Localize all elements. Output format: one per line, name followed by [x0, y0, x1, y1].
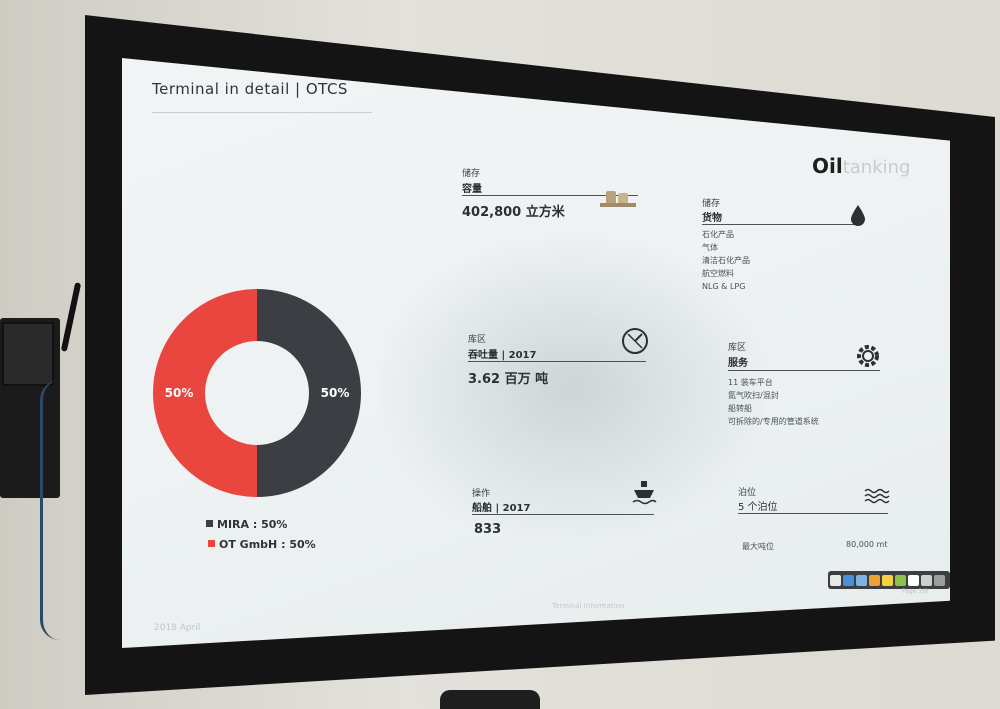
color-orange-button[interactable] [869, 574, 880, 586]
operations-divider [472, 514, 654, 515]
page-title: Terminal in detail | OTCS [152, 80, 348, 98]
logo-light-text: tanking [842, 157, 911, 178]
operations-label: 船舶 | 2017 [472, 503, 531, 514]
gauge-icon [620, 326, 650, 356]
aerial-photo-background [382, 238, 762, 538]
services-category: 库区 [728, 343, 747, 353]
waves-icon [864, 486, 892, 506]
ship-icon [630, 478, 658, 506]
logo-bold-text: Oil [812, 154, 843, 178]
storage-divider [462, 195, 638, 196]
services-item: 氮气吹扫/混封 [728, 391, 779, 400]
berths-max-label: 最大吨位 [742, 542, 774, 551]
storage-label: 容量 [462, 184, 482, 195]
footer-date: 2018 April [154, 623, 201, 633]
operations-vessels-value: 833 [474, 522, 502, 537]
goods-item: 石化产品 [702, 230, 734, 239]
donut-label-mira: 50% [321, 386, 350, 400]
gear-icon [854, 342, 882, 370]
footer-section: Terminal Information [552, 602, 625, 610]
donut-slice-mira [257, 289, 361, 497]
settings-tool-button[interactable] [934, 574, 945, 586]
services-divider [728, 370, 880, 371]
services-item: 船转船 [728, 404, 752, 413]
berths-divider [738, 513, 888, 514]
cable [40, 380, 83, 640]
highlighter-tool-button[interactable] [856, 574, 867, 586]
eraser-tool-button[interactable] [921, 574, 932, 586]
goods-list: 石化产品 气体 清洁石化产品 航空燃料 NLG & LPG [702, 228, 750, 293]
goods-item: 航空燃料 [702, 269, 734, 278]
services-list: 11 装车平台 氮气吹扫/混封 船转船 可拆除的/专用的管道系统 [728, 376, 819, 428]
services-item: 11 装车平台 [728, 378, 773, 387]
goods-item: 气体 [702, 243, 718, 252]
storage-capacity-value: 402,800 立方米 [462, 205, 565, 220]
oiltanking-logo: Oiltanking [812, 154, 910, 178]
donut-slice-ot-gmbh [153, 289, 257, 497]
legend-ot-gmbh: OT GmbH : 50% [208, 538, 316, 551]
legend-mira-swatch [206, 520, 213, 527]
legend-mira-label: MIRA : 50% [217, 518, 288, 531]
legend-ot-gmbh-label: OT GmbH : 50% [219, 538, 316, 551]
ownership-donut-chart: 50% 50% [153, 289, 361, 497]
throughput-label: 吞吐量 | 2017 [468, 350, 537, 361]
power-plugs [440, 690, 540, 709]
services-label: 服务 [728, 358, 748, 369]
color-white-button[interactable] [908, 574, 919, 586]
throughput-divider [468, 361, 646, 362]
berths-max-value: 80,000 mt [846, 540, 888, 549]
storage-category: 储存 [462, 169, 481, 179]
presentation-screen: Terminal in detail | OTCS Oiltanking 储存 … [122, 58, 950, 648]
pen-tool-button[interactable] [843, 574, 854, 586]
footer-page: Page 3/8 [902, 588, 929, 595]
color-green-button[interactable] [895, 574, 906, 586]
throughput-category: 库区 [468, 335, 487, 345]
goods-divider [702, 224, 862, 225]
goods-item: NLG & LPG [702, 282, 746, 291]
operations-category: 操作 [472, 489, 491, 499]
pointer-tool-button[interactable] [830, 574, 841, 586]
throughput-value: 3.62 百万 吨 [468, 372, 549, 387]
annotation-toolbar [828, 571, 950, 589]
services-item: 可拆除的/专用的管道系统 [728, 417, 819, 426]
oil-drop-icon [850, 204, 866, 226]
goods-item: 清洁石化产品 [702, 256, 750, 265]
storage-tanks-icon [600, 188, 636, 210]
berths-category: 泊位 [738, 488, 757, 498]
goods-category: 储存 [702, 199, 721, 209]
title-divider [152, 112, 372, 113]
donut-label-ot-gmbh: 50% [165, 386, 194, 400]
berths-count: 5 个泊位 [738, 502, 778, 513]
legend-ot-gmbh-swatch [208, 540, 215, 547]
goods-label: 货物 [702, 213, 722, 224]
color-yellow-button[interactable] [882, 574, 893, 586]
wall-media-box [2, 322, 54, 386]
legend-mira: MIRA : 50% [206, 518, 287, 531]
